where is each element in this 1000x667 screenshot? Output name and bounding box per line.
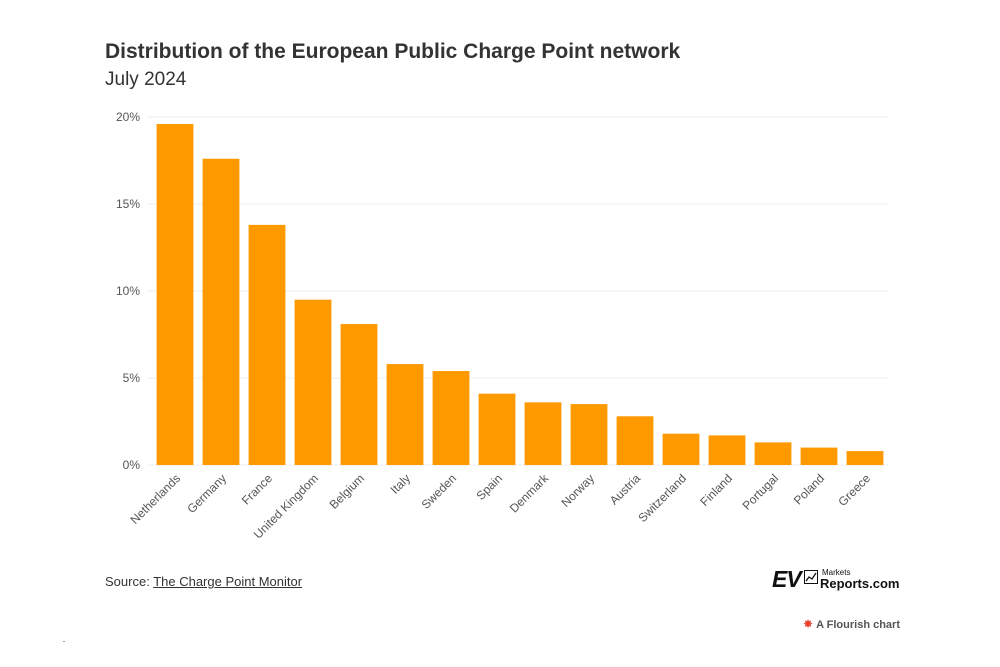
bar-italy[interactable]	[386, 364, 424, 465]
bar-portugal[interactable]	[754, 442, 792, 465]
bar-germany[interactable]	[202, 158, 240, 465]
x-tick-label: Greece	[835, 471, 873, 509]
bar-united-kingdom[interactable]	[294, 299, 332, 465]
bar-switzerland[interactable]	[662, 433, 700, 465]
bar-poland[interactable]	[800, 447, 838, 465]
x-tick-label: Denmark	[507, 471, 552, 516]
x-tick-label: Norway	[558, 471, 597, 510]
bar-netherlands[interactable]	[156, 123, 194, 466]
bar-norway[interactable]	[570, 404, 608, 465]
bar-greece[interactable]	[846, 451, 884, 465]
logo-ev: EV	[772, 566, 802, 592]
x-tick-label: Italy	[388, 471, 413, 496]
x-tick-label: France	[239, 471, 276, 508]
bar-denmark[interactable]	[524, 402, 562, 465]
x-tick-label: Netherlands	[127, 471, 183, 527]
x-tick-label: Switzerland	[635, 471, 689, 525]
decorative-dot	[63, 641, 65, 642]
evmarketsreports-logo[interactable]: EV Markets Reports.com	[772, 566, 902, 592]
logo-reports: Reports.com	[820, 576, 900, 591]
y-tick-label: 15%	[116, 197, 140, 211]
source-note: Source: The Charge Point Monitor	[105, 574, 302, 589]
logo-markets: Markets	[822, 568, 851, 577]
chart-title: Distribution of the European Public Char…	[105, 40, 681, 63]
flourish-label: A Flourish chart	[816, 619, 900, 631]
bar-austria[interactable]	[616, 416, 654, 465]
y-tick-label: 20%	[116, 110, 140, 124]
trend-chart-icon	[804, 570, 818, 584]
bar-spain[interactable]	[478, 393, 516, 465]
x-tick-label: Poland	[791, 471, 827, 507]
flourish-credit[interactable]: ✸ A Flourish chart	[803, 617, 900, 631]
source-prefix: Source:	[105, 574, 154, 589]
bar-sweden[interactable]	[432, 371, 470, 465]
bars	[156, 123, 884, 466]
y-axis-ticks: 0% 5% 10% 15% 20%	[116, 110, 140, 472]
bar-france[interactable]	[248, 224, 286, 465]
x-tick-label: Germany	[184, 471, 229, 516]
x-tick-label: Sweden	[419, 471, 460, 512]
chart-subtitle: July 2024	[105, 69, 187, 90]
x-tick-label: Spain	[474, 471, 506, 503]
y-tick-label: 0%	[123, 458, 141, 472]
flourish-star-icon: ✸	[803, 617, 814, 631]
x-tick-label: Austria	[607, 471, 644, 508]
bar-belgium[interactable]	[340, 324, 378, 465]
source-link[interactable]: The Charge Point Monitor	[153, 574, 303, 589]
x-tick-label: Finland	[697, 471, 735, 509]
x-tick-label: Portugal	[740, 471, 782, 513]
y-tick-label: 10%	[116, 284, 140, 298]
x-tick-label: Belgium	[327, 471, 368, 512]
y-tick-label: 5%	[123, 371, 141, 385]
bar-finland[interactable]	[708, 435, 746, 465]
